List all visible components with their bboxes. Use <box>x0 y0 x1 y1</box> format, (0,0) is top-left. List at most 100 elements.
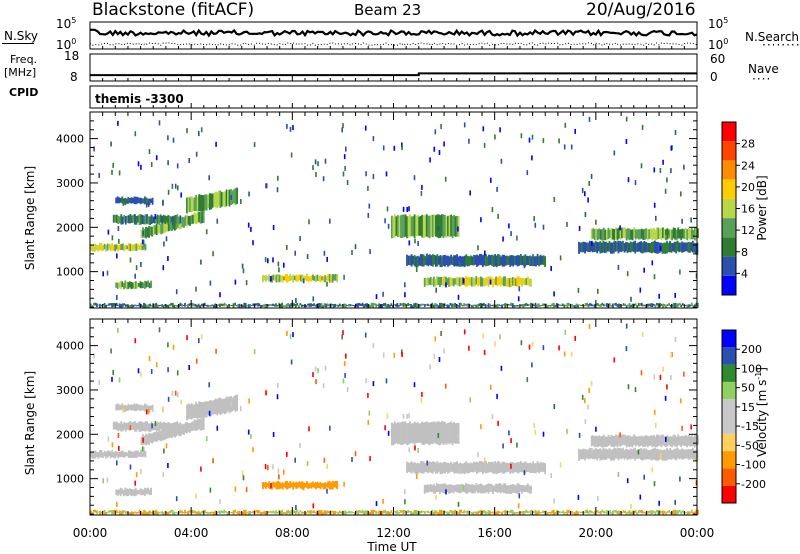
power-speck <box>118 170 121 176</box>
power-cell <box>227 189 229 205</box>
velocity-cell <box>106 511 109 513</box>
velocity-cell <box>459 462 462 474</box>
velocity-speck <box>122 407 125 413</box>
power-colorbar-tick-label: 20 <box>741 181 755 194</box>
power-cell <box>279 303 282 308</box>
velocity-speck <box>484 457 486 463</box>
power-cell <box>184 215 187 226</box>
power-cell <box>429 276 432 286</box>
velocity-cell <box>681 510 684 513</box>
power-cell <box>234 188 237 205</box>
velocity-cell <box>604 436 607 448</box>
power-speck <box>659 167 662 173</box>
power-cell <box>579 242 582 253</box>
power-speck <box>590 174 593 179</box>
power-cell <box>423 304 426 307</box>
x-tick-label: 16:00 <box>477 526 512 540</box>
power-cell <box>627 228 629 240</box>
power-ylabel: Slant Range [km] <box>23 166 37 270</box>
power-cell <box>522 304 525 308</box>
velocity-cell <box>145 488 148 495</box>
velocity-cell <box>278 481 281 490</box>
power-cell <box>144 244 147 251</box>
power-cell <box>684 228 687 240</box>
velocity-cell <box>445 511 447 513</box>
velocity-cell <box>314 511 317 514</box>
velocity-cell <box>153 423 156 431</box>
power-cell <box>159 214 162 223</box>
power-cell <box>138 197 140 203</box>
velocity-cell <box>398 422 401 445</box>
velocity-cell <box>533 463 536 474</box>
velocity-cell <box>656 434 658 448</box>
power-cell <box>141 245 144 251</box>
velocity-speck <box>215 348 217 354</box>
velocity-cell <box>171 510 174 515</box>
velocity-cell <box>160 430 163 442</box>
velocity-cell <box>189 423 191 433</box>
date-title: 20/Aug/2016 <box>586 0 696 20</box>
power-speck <box>443 141 445 147</box>
velocity-cell <box>454 509 456 514</box>
velocity-cell <box>473 485 476 494</box>
x-tick-label: 00:00 <box>680 526 715 540</box>
power-cell <box>654 240 656 253</box>
power-cell <box>639 303 642 306</box>
power-cell <box>624 227 626 239</box>
velocity-speck <box>421 391 423 397</box>
power-speck <box>175 289 178 295</box>
velocity-cell <box>410 423 413 444</box>
velocity-cell <box>279 510 282 515</box>
power-cell <box>224 191 226 208</box>
power-speck <box>264 257 267 263</box>
freq-label: Freq. <box>10 53 38 66</box>
power-cell <box>298 274 301 281</box>
velocity-colorbar-label-exp: -1 <box>754 372 763 380</box>
velocity-cell <box>697 435 699 446</box>
velocity-speck <box>588 323 591 329</box>
power-speck <box>531 155 533 161</box>
power-cell <box>678 302 681 306</box>
power-cell <box>601 302 604 306</box>
velocity-cell <box>614 448 617 459</box>
power-speck <box>523 263 526 269</box>
velocity-cell <box>423 484 426 494</box>
power-panel-frame <box>89 111 698 309</box>
power-cell <box>410 254 413 267</box>
power-cell <box>263 304 265 307</box>
power-cell <box>277 274 279 283</box>
power-cell <box>530 278 532 287</box>
power-cell <box>657 241 659 254</box>
freq-unit: [MHz] <box>4 66 37 79</box>
velocity-cell <box>448 511 450 515</box>
power-cell <box>407 303 409 306</box>
power-cell <box>288 304 291 308</box>
power-cell <box>456 216 458 237</box>
velocity-speck <box>445 489 447 495</box>
velocity-cell <box>124 451 127 457</box>
velocity-cell <box>121 403 124 411</box>
power-cell <box>169 220 172 231</box>
power-cell <box>407 216 410 238</box>
velocity-cell <box>387 511 390 515</box>
power-speck <box>402 206 405 212</box>
velocity-cell <box>198 401 200 419</box>
velocity-cell <box>480 483 482 494</box>
velocity-cell <box>394 421 396 445</box>
velocity-cell <box>199 419 202 431</box>
velocity-cell <box>488 461 490 473</box>
velocity-cell <box>663 436 666 447</box>
velocity-cell <box>336 480 339 490</box>
power-cell <box>127 215 130 224</box>
power-speck <box>385 171 388 177</box>
power-cell <box>369 305 371 308</box>
velocity-cell <box>116 403 119 411</box>
power-colorbar-swatch <box>722 160 736 180</box>
velocity-cell <box>458 484 461 494</box>
velocity-cell <box>131 451 133 458</box>
velocity-cell <box>416 462 419 475</box>
velocity-cell <box>132 451 135 458</box>
velocity-cell <box>610 435 613 447</box>
velocity-cell <box>186 404 188 421</box>
power-cell <box>513 305 516 308</box>
